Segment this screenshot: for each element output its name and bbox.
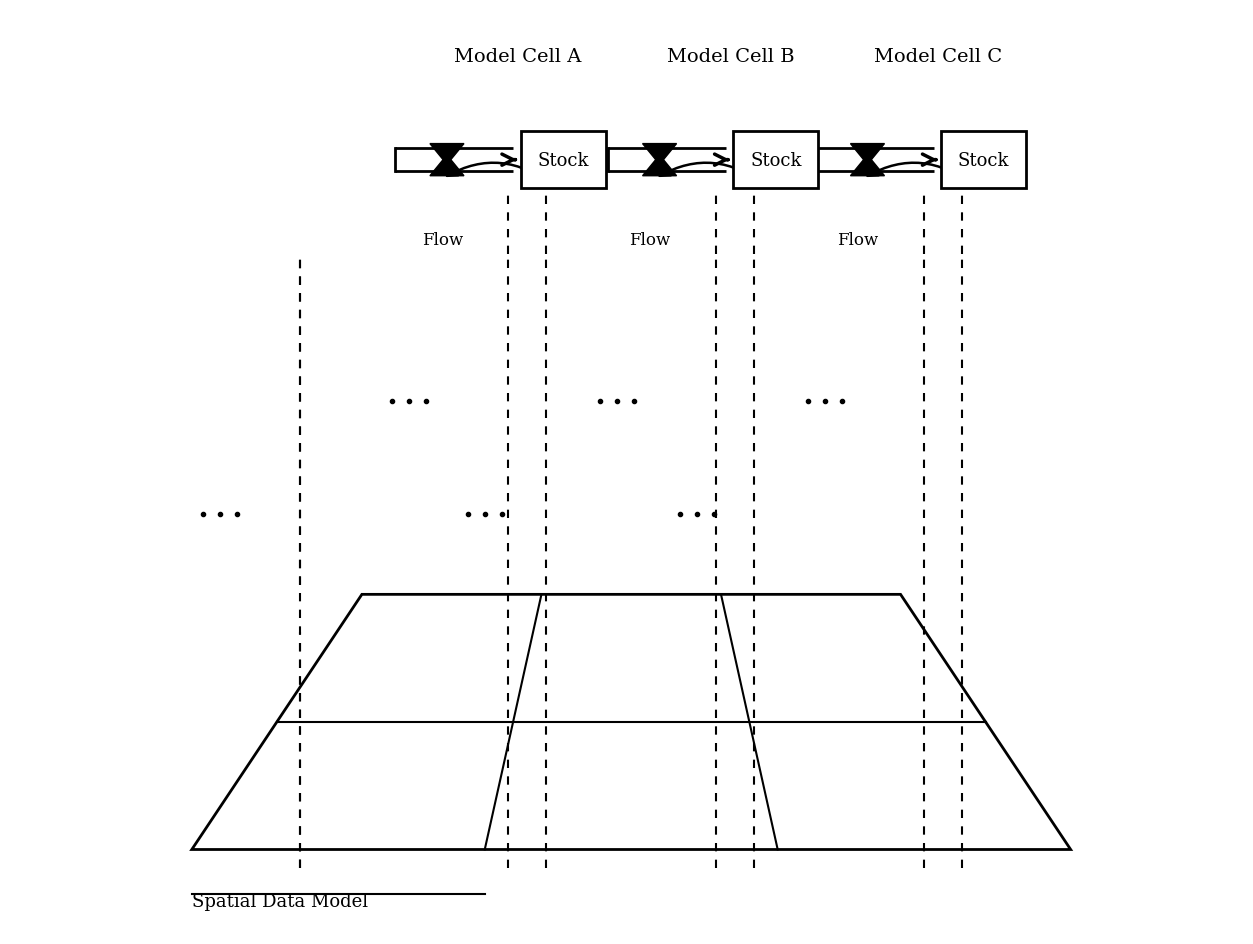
Text: Flow: Flow	[629, 231, 670, 248]
Text: Model Cell C: Model Cell C	[875, 47, 1002, 66]
FancyBboxPatch shape	[941, 132, 1026, 189]
Text: Model Cell B: Model Cell B	[667, 47, 794, 66]
Polygon shape	[430, 156, 464, 177]
Text: Model Cell A: Model Cell A	[454, 47, 581, 66]
Text: Spatial Data Model: Spatial Data Model	[192, 892, 368, 910]
FancyBboxPatch shape	[733, 132, 818, 189]
Polygon shape	[851, 144, 885, 165]
FancyBboxPatch shape	[521, 132, 605, 189]
Polygon shape	[643, 156, 677, 177]
Text: Flow: Flow	[421, 231, 462, 248]
Text: Stock: Stock	[538, 151, 589, 170]
Text: Stock: Stock	[751, 151, 802, 170]
Text: Stock: Stock	[959, 151, 1010, 170]
Polygon shape	[851, 156, 885, 177]
Polygon shape	[643, 144, 677, 165]
Polygon shape	[430, 144, 464, 165]
Text: Flow: Flow	[837, 231, 878, 248]
